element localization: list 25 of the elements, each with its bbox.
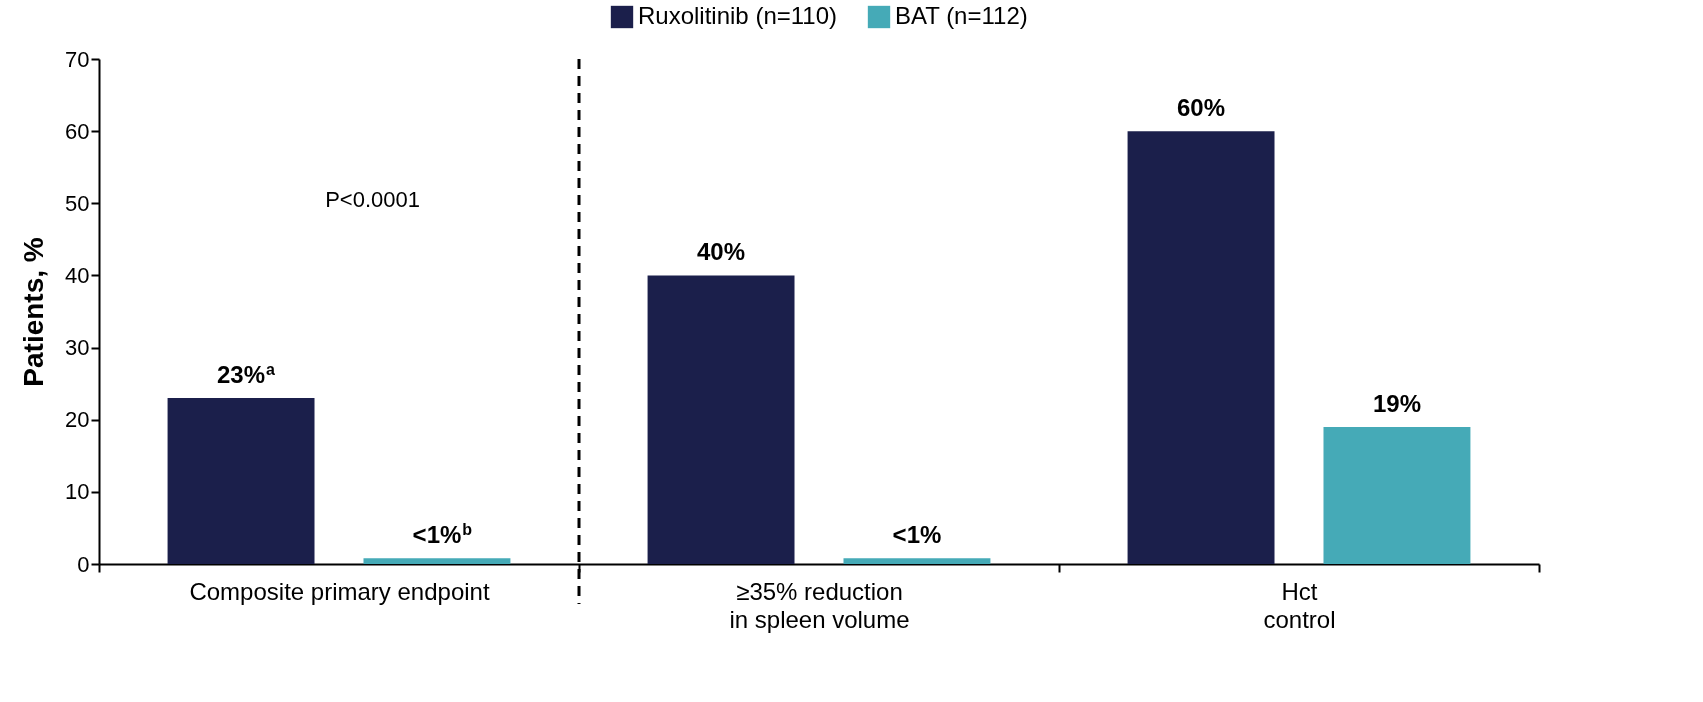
bar [167, 398, 315, 564]
bar [1127, 131, 1275, 564]
x-tick-label: Composite primary endpoint [189, 577, 490, 605]
y-tick-label: 20 [65, 407, 90, 433]
data-label: 40% [697, 238, 746, 266]
y-tick-label: 10 [65, 479, 90, 505]
bar [647, 275, 795, 564]
legend-label: BAT (n=112) [895, 2, 1028, 29]
y-tick-label: 60 [65, 118, 90, 144]
bar [363, 558, 511, 564]
legend-label: Ruxolitinib (n=110) [638, 2, 837, 29]
data-label: <1% [892, 521, 942, 549]
data-label: 19% [1372, 389, 1421, 417]
x-tick-label: Hct control [1263, 577, 1336, 633]
y-tick-label: 40 [65, 262, 90, 288]
annotation: P<0.0001 [325, 187, 421, 213]
y-tick-label: 50 [65, 190, 90, 216]
y-tick-label: 0 [77, 551, 90, 577]
x-tick-label: ≥35% reduction in spleen volume [729, 577, 910, 633]
bar [1323, 426, 1471, 564]
y-axis-title: Patients, % [18, 237, 50, 387]
data-label: 60% [1177, 94, 1226, 122]
y-tick-label: 30 [65, 335, 90, 361]
y-tick-label: 70 [65, 46, 90, 72]
bar [843, 558, 991, 564]
